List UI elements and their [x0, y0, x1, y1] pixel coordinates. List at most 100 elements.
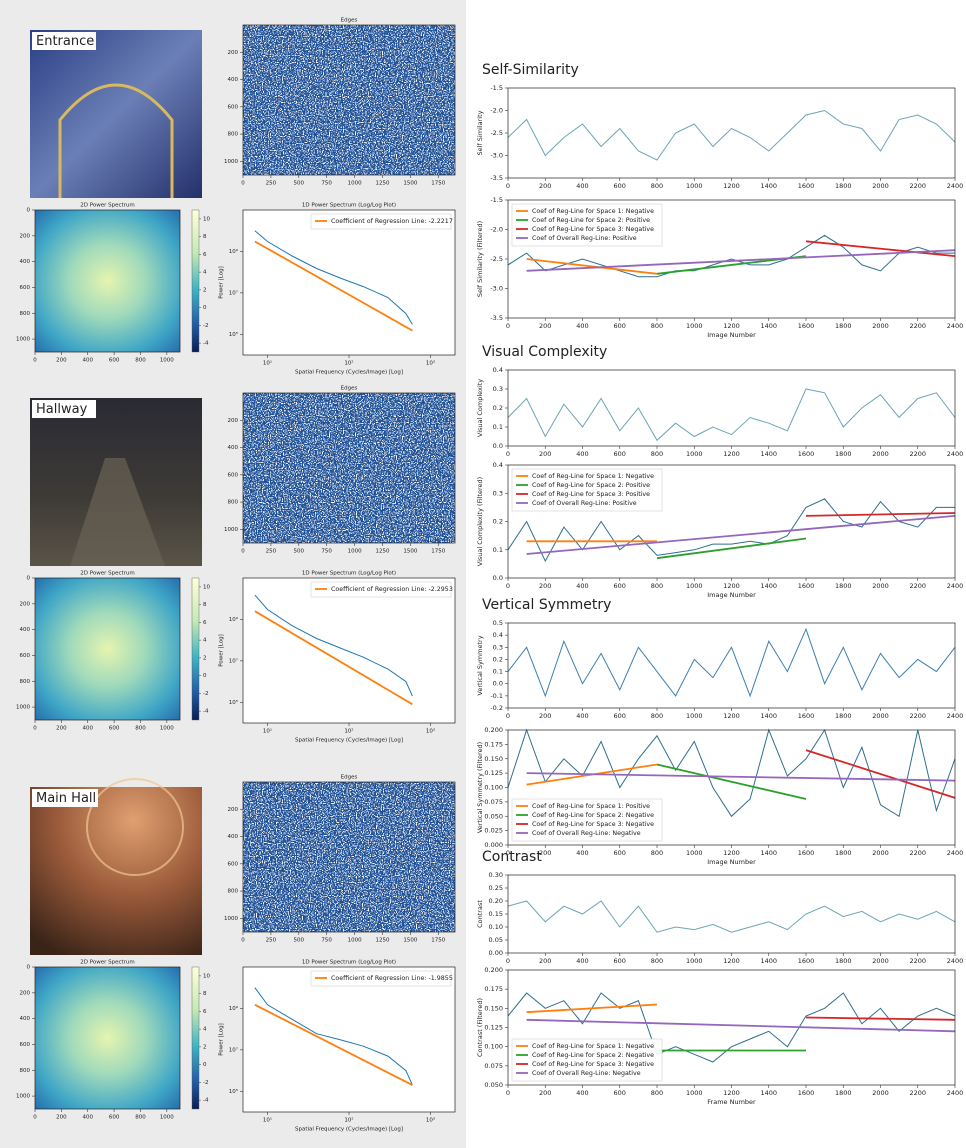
x-tick-label: 400: [576, 450, 588, 458]
y-tick-label: -2.0: [490, 226, 503, 234]
x-tick-label: 1400: [760, 322, 777, 330]
photo-label: Hallway: [36, 402, 88, 417]
x-tick-label: 400: [82, 358, 93, 364]
x-tick-label: 2400: [947, 957, 964, 965]
chart-title: Edges: [341, 18, 358, 24]
regression-line: [526, 258, 658, 275]
colorbar-tick-label: -4: [203, 1098, 209, 1104]
y-tick-label: 0: [27, 576, 31, 582]
chart-title: 2D Power Spectrum: [80, 571, 135, 577]
plot-area: [243, 967, 455, 1112]
x-tick-label: 2400: [947, 322, 964, 330]
y-tick-label: 200: [20, 601, 31, 607]
colorbar-tick-label: 2: [203, 1044, 207, 1050]
x-tick-label: 2000: [872, 322, 889, 330]
x-tick-label: 1200: [723, 849, 740, 857]
regression-line: [254, 610, 413, 706]
y-tick-label: 0.100: [484, 1043, 503, 1051]
photo-label: Entrance: [36, 34, 94, 49]
x-tick-label: 1000: [348, 181, 362, 187]
section-title: Self-Similarity: [482, 62, 579, 78]
x-tick-label: 1600: [798, 957, 815, 965]
y-axis-label: Power [Log]: [219, 266, 225, 299]
x-tick-label: 1500: [403, 938, 417, 944]
section-title: Visual Complexity: [482, 344, 607, 360]
photo-label-bg: [32, 400, 96, 418]
colorbar-tick-label: 6: [203, 252, 207, 258]
y-tick-label: 200: [228, 418, 239, 424]
legend-label: Coef of Overall Reg-Line: Negative: [532, 1070, 641, 1077]
x-tick-label: 1200: [723, 582, 740, 590]
x-tick-label: 10³: [426, 360, 435, 367]
x-tick-label: 1750: [431, 549, 445, 555]
y-tick-label: 0.0: [493, 574, 503, 582]
y-tick-label: 400: [20, 259, 31, 265]
x-tick-label: 1800: [835, 322, 852, 330]
x-tick-label: 750: [321, 181, 332, 187]
y-tick-label: -3.5: [490, 174, 503, 182]
y-tick-label: 10⁷: [229, 289, 238, 296]
legend-label: Coefficient of Regression Line: -1.9855: [331, 975, 453, 982]
x-tick-label: 1200: [723, 322, 740, 330]
y-tick-label: 200: [228, 50, 239, 56]
x-tick-label: 1000: [348, 549, 362, 555]
plot-area: [508, 370, 955, 446]
y-tick-label: 800: [20, 679, 31, 685]
x-tick-label: 2200: [909, 582, 926, 590]
x-axis-label: Image Number: [707, 331, 756, 339]
y-tick-label: 1000: [224, 527, 238, 533]
y-tick-label: 200: [20, 990, 31, 996]
y-tick-label: 0.3: [493, 385, 503, 393]
x-tick-label: 0: [33, 1115, 37, 1121]
x-tick-label: 0: [506, 582, 510, 590]
regression-line: [526, 1003, 658, 1014]
chart-title: 1D Power Spectrum (Log/Log Plot): [302, 571, 396, 577]
y-tick-label: 0.0: [493, 680, 503, 688]
legend: [511, 1038, 663, 1082]
x-tick-label: 1800: [835, 1089, 852, 1097]
x-tick-label: 200: [539, 450, 551, 458]
x-tick-label: 1000: [686, 957, 703, 965]
x-tick-label: 2200: [909, 450, 926, 458]
legend-label: Coef of Reg-Line for Space 3: Negative: [532, 226, 654, 233]
legend-label: Coefficient of Regression Line: -2.2953: [331, 586, 453, 593]
legend: [310, 970, 452, 987]
x-tick-label: 1400: [760, 712, 777, 720]
y-tick-label: -3.5: [490, 314, 503, 322]
y-axis-label: Power [Log]: [219, 1023, 225, 1056]
x-tick-label: 250: [266, 549, 277, 555]
x-tick-label: 1200: [723, 182, 740, 190]
x-axis-label: Spatial Frequency (Cycles/Image) [Log]: [295, 370, 403, 376]
x-tick-label: 600: [109, 1115, 120, 1121]
y-tick-label: 1000: [16, 337, 30, 343]
x-tick-label: 2200: [909, 182, 926, 190]
x-tick-label: 1800: [835, 712, 852, 720]
x-tick-label: 600: [614, 582, 626, 590]
data-line: [507, 900, 956, 933]
x-tick-label: 1250: [375, 181, 389, 187]
x-tick-label: 500: [294, 549, 305, 555]
x-tick-label: 1500: [403, 181, 417, 187]
x-tick-label: 800: [651, 1089, 663, 1097]
y-axis-label: Vertical Symmetry (Filtered): [476, 742, 484, 833]
chart-title: Edges: [341, 775, 358, 781]
y-axis-label: Contrast: [476, 900, 484, 928]
y-axis-label: Self Similarity (Filtered): [476, 221, 484, 297]
x-tick-label: 10²: [344, 728, 353, 735]
y-tick-label: 400: [228, 834, 239, 840]
colorbar: [191, 577, 200, 721]
x-tick-label: 800: [651, 849, 663, 857]
photo-dome: [86, 778, 184, 876]
x-tick-label: 1400: [760, 182, 777, 190]
y-tick-label: 600: [228, 104, 239, 110]
y-tick-label: 10⁷: [229, 657, 238, 664]
y-tick-label: 0.10: [489, 923, 503, 931]
x-tick-label: 2000: [872, 182, 889, 190]
x-tick-label: 1800: [835, 582, 852, 590]
y-tick-label: 0.1: [493, 423, 503, 431]
x-tick-label: 1400: [760, 1089, 777, 1097]
regression-line: [526, 249, 956, 272]
x-tick-label: 600: [614, 182, 626, 190]
y-tick-label: 0.175: [484, 985, 503, 993]
